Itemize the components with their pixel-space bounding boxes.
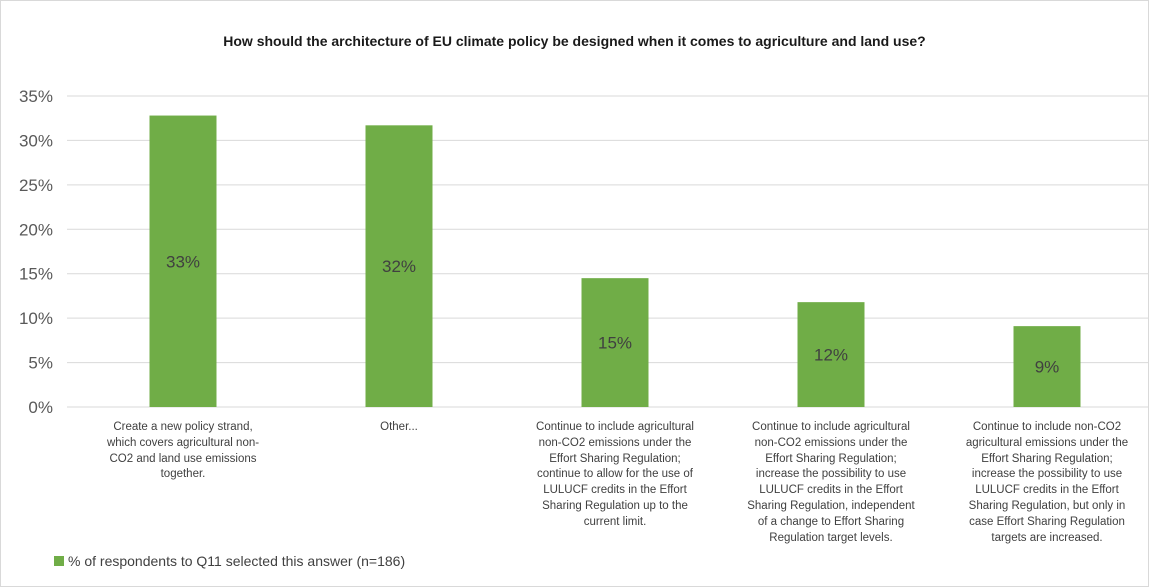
y-tick-label: 10%	[19, 309, 53, 328]
x-tick-label-line: non-CO2 emissions under the	[538, 436, 692, 449]
x-tick-label-line: LULUCF credits in the Effort	[975, 484, 1119, 497]
bar	[797, 302, 865, 407]
data-label: 33%	[166, 252, 200, 271]
data-label: 15%	[598, 334, 632, 353]
x-tick-label-line: Sharing Regulation, but only in	[968, 499, 1126, 512]
legend: % of respondents to Q11 selected this an…	[54, 553, 405, 569]
data-label: 9%	[1035, 358, 1060, 377]
x-tick-label: Other...	[292, 420, 506, 436]
x-tick-label-line: Other...	[380, 421, 418, 433]
x-tick-label-line: increase the possibility to use	[971, 468, 1123, 481]
x-tick-label-line: together.	[160, 468, 206, 481]
legend-label: % of respondents to Q11 selected this an…	[68, 553, 406, 569]
x-tick-label-line: case Effort Sharing Regulation	[969, 515, 1125, 528]
x-tick-label-line: Continue to include non-CO2	[972, 421, 1122, 433]
x-tick-label: Continue to include agricultural non-CO2 …	[508, 420, 722, 531]
x-tick-label-line: CO2 and land use emissions	[109, 452, 257, 465]
x-tick-label-line: Sharing Regulation, independent	[747, 499, 915, 512]
x-tick-label-line: current limit.	[583, 515, 647, 528]
x-tick-label-line: increase the possibility to use	[755, 468, 907, 481]
data-label: 32%	[382, 257, 416, 276]
x-tick-label: Continue to include non-CO2 agricultural …	[940, 420, 1149, 546]
y-tick-label: 35%	[19, 87, 53, 106]
chart-title: How should the architecture of EU climat…	[223, 33, 926, 49]
x-tick-label-line: which covers agricultural non-	[106, 436, 260, 449]
x-tick-label-line: agricultural emissions under the	[965, 436, 1129, 449]
x-tick-label: Create a new policy strand, which covers …	[76, 420, 290, 483]
y-tick-label: 30%	[19, 131, 53, 150]
x-tick-label-line: targets are increased.	[991, 531, 1103, 544]
y-tick-label: 5%	[28, 354, 53, 373]
x-tick-label: Continue to include agricultural non-CO2 …	[724, 420, 938, 546]
x-tick-label-line: of a change to Effort Sharing	[757, 515, 905, 528]
bar	[581, 278, 649, 407]
legend-swatch	[54, 556, 64, 566]
x-tick-label-line: Create a new policy strand,	[113, 421, 253, 433]
x-tick-label-line: non-CO2 emissions under the	[754, 436, 908, 449]
bar	[1013, 326, 1081, 407]
x-tick-label-line: Continue to include agricultural	[536, 421, 694, 433]
x-tick-label-line: Regulation target levels.	[769, 531, 893, 544]
x-tick-label-line: continue to allow for the use of	[537, 468, 693, 481]
bar	[149, 115, 217, 407]
y-tick-label: 0%	[28, 398, 53, 417]
y-tick-label: 15%	[19, 265, 53, 284]
y-tick-label: 25%	[19, 176, 53, 195]
x-tick-label-line: LULUCF credits in the Effort	[759, 484, 903, 497]
x-tick-label-line: Effort Sharing Regulation;	[981, 452, 1113, 465]
x-tick-label-line: Effort Sharing Regulation;	[549, 452, 681, 465]
bar	[365, 125, 433, 407]
x-tick-label-line: Continue to include agricultural	[752, 421, 910, 433]
x-tick-label-line: Effort Sharing Regulation;	[765, 452, 897, 465]
x-tick-label-line: Sharing Regulation up to the	[542, 499, 688, 512]
x-tick-label-line: LULUCF credits in the Effort	[543, 484, 687, 497]
data-label: 12%	[814, 346, 848, 365]
y-tick-label: 20%	[19, 220, 53, 239]
